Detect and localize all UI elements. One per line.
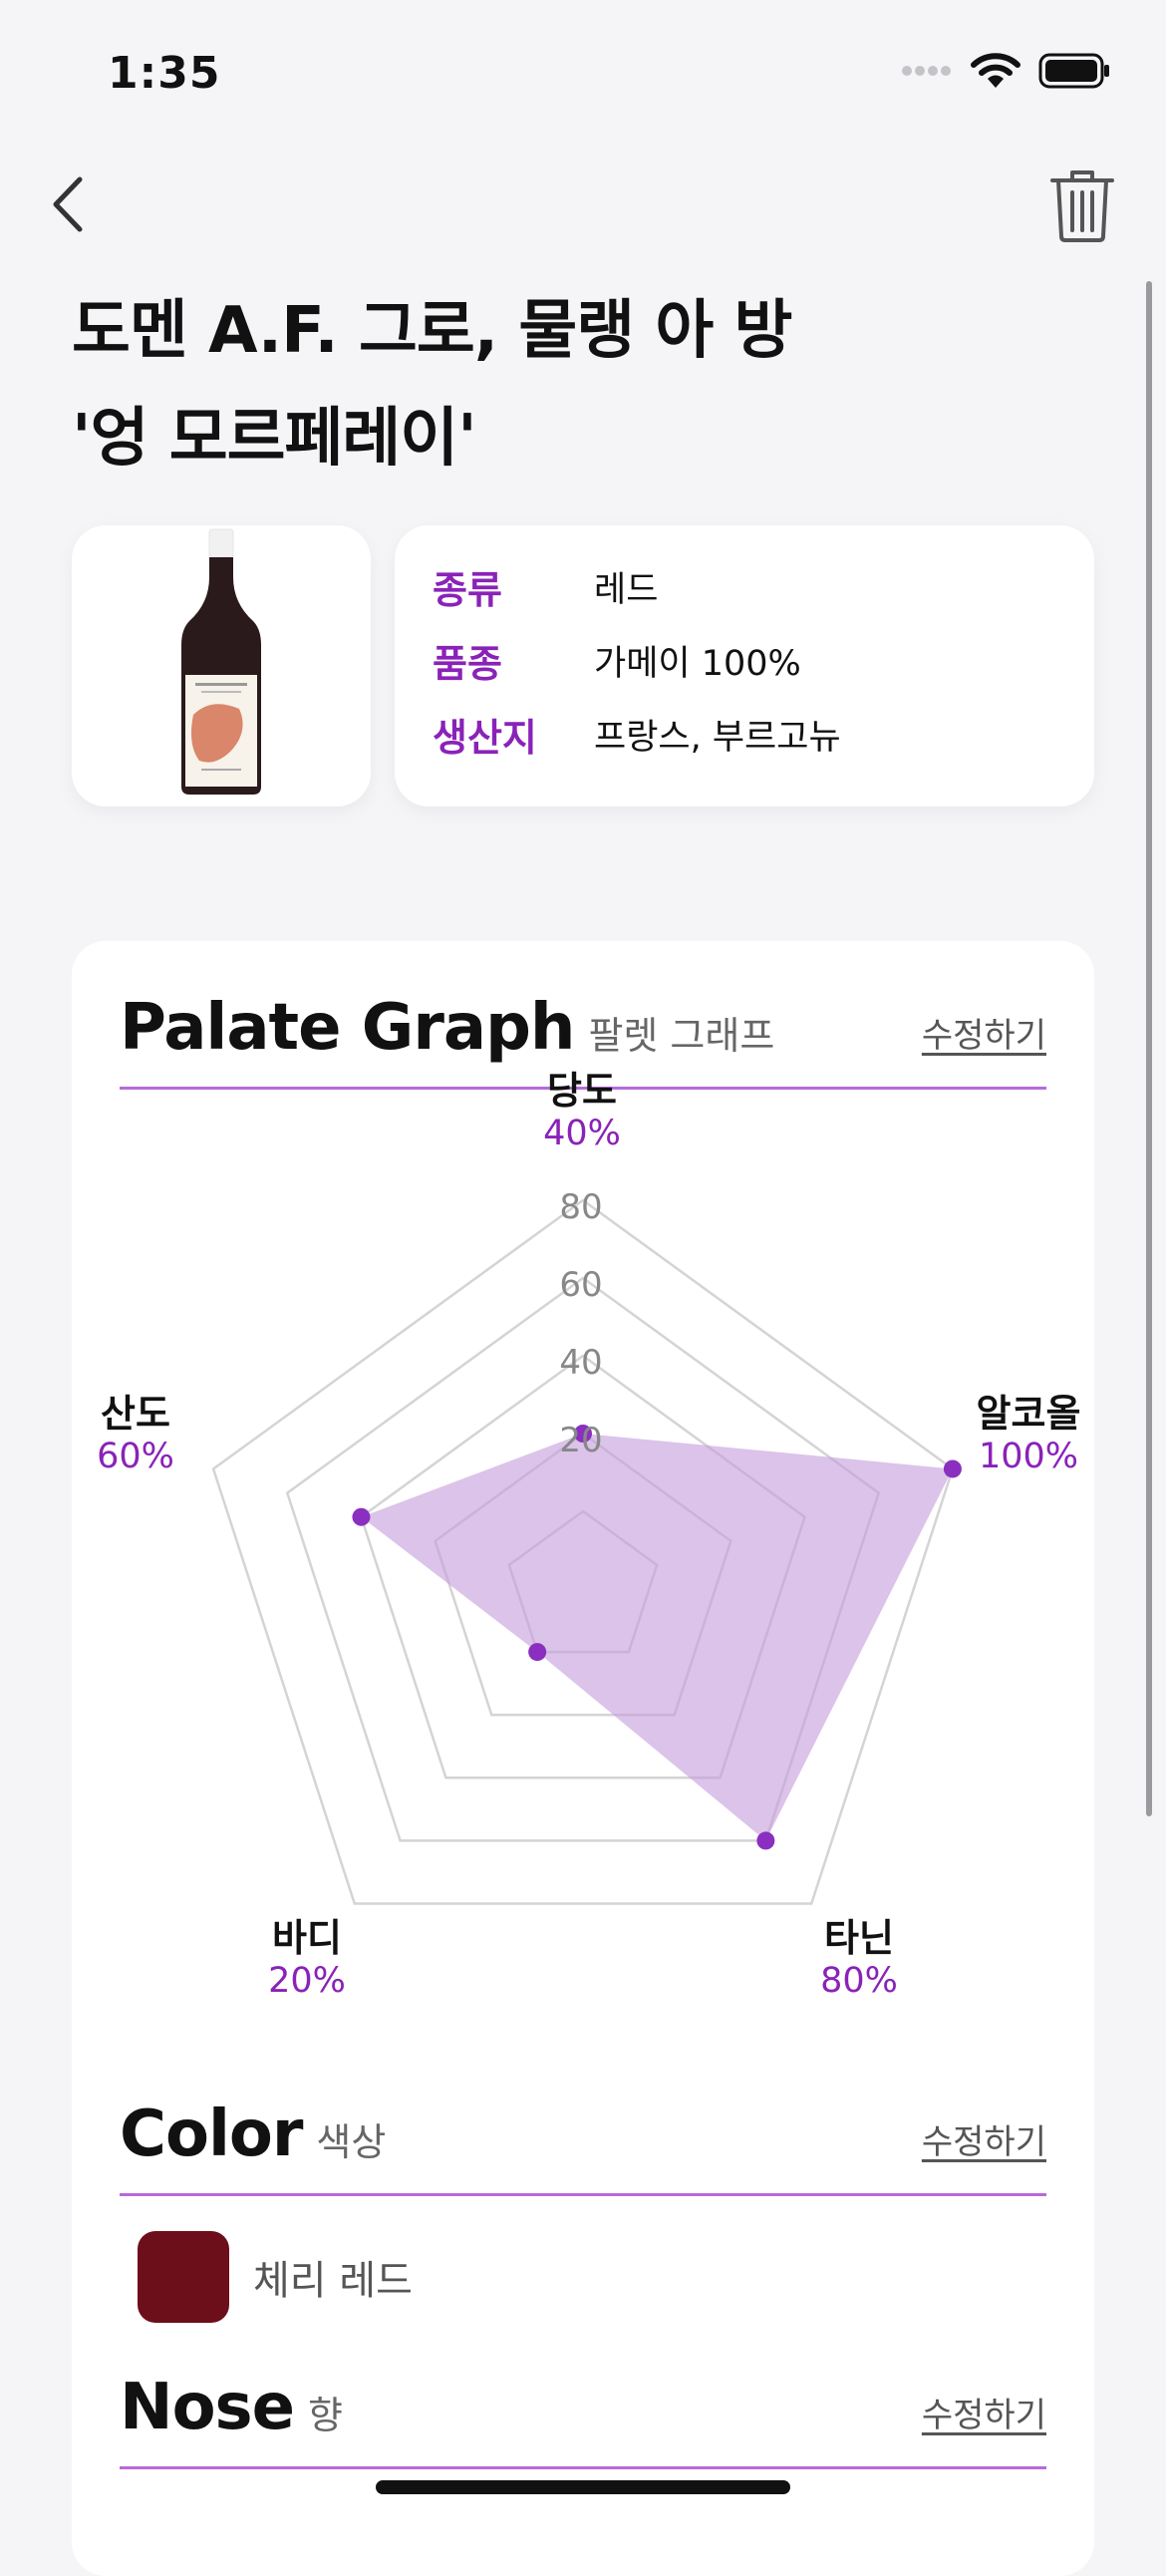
nose-section-header: Nose 향 수정하기 [120,2371,1046,2469]
cellular-signal-icon [902,66,951,76]
axis-value-alcohol: 100% [978,1437,1079,1476]
axis-name-alcohol: 알코올 [976,1392,1081,1436]
color-title-text: Color [120,2097,303,2171]
palate-edit-link[interactable]: 수정하기 [921,1016,1046,1056]
palate-radar-chart [211,1198,962,1905]
ring-label-40: 40 [559,1343,603,1383]
nose-edit-link[interactable]: 수정하기 [921,2396,1046,2435]
radar-value-area [361,1434,953,1841]
color-edit-link[interactable]: 수정하기 [921,2122,1046,2162]
wine-info-card: 종류 레드 품종 가메이 100% 생산지 프랑스, 부르고뉴 [395,525,1094,806]
radar-point-1 [943,1459,962,1478]
home-indicator[interactable] [376,2480,790,2494]
axis-name-acidity: 산도 [101,1392,170,1436]
status-icons [901,52,1110,90]
info-value-region: 프랑스, 부르고뉴 [594,718,841,758]
info-value-type: 레드 [594,570,659,610]
color-section-header: Color 색상 수정하기 [120,2048,1046,2196]
wine-title: 도멘 A.F. 그로, 물랭 아 방 '엉 모르페레이' [72,277,969,492]
battery-icon [1038,53,1109,89]
axis-label-alcohol: 알코올 100% [929,1392,1128,1477]
palate-subtitle: 팔렛 그래프 [588,1014,775,1058]
info-label-region: 생산지 [433,716,537,760]
info-label-variety: 품종 [433,642,502,686]
wifi-icon [971,53,1020,88]
color-subtitle: 색상 [316,2120,387,2164]
wine-bottle-image [181,528,261,795]
color-title: Color 색상 [120,2097,386,2171]
axis-value-tannin: 80% [820,1961,898,2001]
delete-button[interactable] [1046,164,1118,244]
axis-name-sweetness: 당도 [547,1069,617,1113]
axis-label-acidity: 산도 60% [36,1392,235,1477]
axis-name-tannin: 타닌 [824,1916,894,1960]
radar-ring-80 [285,1276,881,1842]
color-swatch [138,2231,229,2323]
radar-point-4 [352,1507,371,1526]
chevron-left-icon [53,176,83,232]
back-button[interactable] [44,169,94,239]
axis-value-sweetness: 40% [543,1114,621,1153]
info-row-variety: 품종 가메이 100% [433,633,801,688]
status-time: 1:35 [108,48,221,99]
color-swatch-name: 체리 레드 [253,2258,413,2304]
info-label-type: 종류 [433,568,502,612]
axis-label-tannin: 타닌 80% [759,1916,959,2002]
trash-icon [1050,170,1114,242]
axis-value-body: 20% [268,1961,346,2001]
palate-title: Palate Graph 팔렛 그래프 [120,991,774,1065]
radar-point-0 [574,1425,592,1443]
palate-title-text: Palate Graph [120,991,575,1065]
ring-label-20: 20 [559,1421,603,1460]
color-swatch-row: 체리 레드 [138,2231,413,2323]
wine-title-line-2: '엉 모르페레이' [72,402,477,476]
info-row-region: 생산지 프랑스, 부르고뉴 [433,707,841,762]
radar-ring-100 [211,1198,955,1905]
scrollbar[interactable] [1146,281,1152,1816]
axis-label-body: 바디 20% [207,1916,407,2002]
wine-image-card [72,525,371,806]
axis-name-body: 바디 [272,1916,342,1960]
axis-label-sweetness: 당도 40% [482,1069,682,1154]
info-row-type: 종류 레드 [433,559,658,614]
ring-label-80: 80 [559,1187,603,1227]
wine-title-line-1: 도멘 A.F. 그로, 물랭 아 방 [72,294,792,368]
nose-title: Nose 향 [120,2371,343,2444]
axis-value-acidity: 60% [97,1437,174,1476]
nose-title-text: Nose [120,2371,295,2444]
info-value-variety: 가메이 100% [594,644,801,684]
nose-subtitle: 향 [308,2394,343,2437]
tasting-note-card: Palate Graph 팔렛 그래프 수정하기 20 40 60 80 당도 4… [72,941,1094,2576]
palate-section-header: Palate Graph 팔렛 그래프 수정하기 [120,941,1046,1090]
radar-point-3 [528,1643,547,1662]
ring-label-60: 60 [559,1265,603,1305]
radar-point-2 [756,1831,775,1850]
